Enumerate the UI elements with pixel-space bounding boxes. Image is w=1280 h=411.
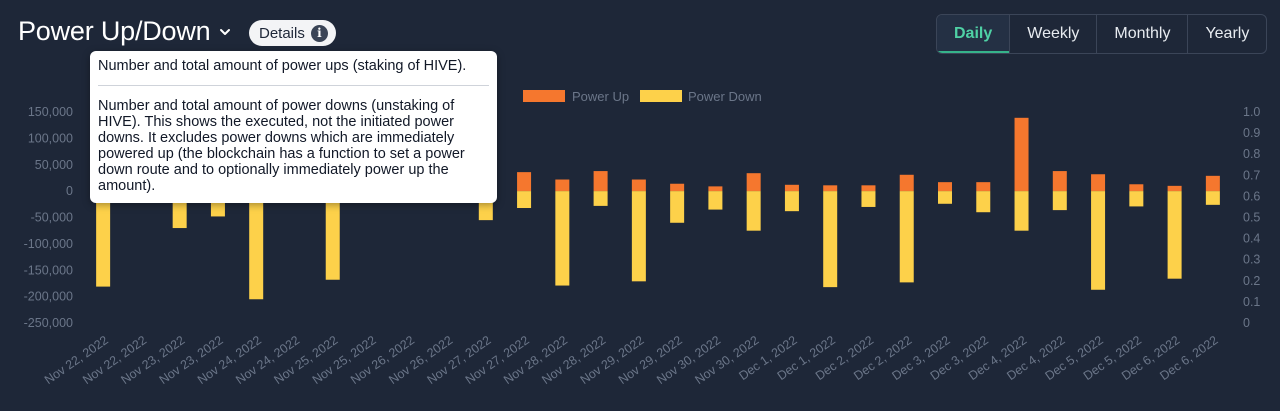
y-left-tick-label: -250,000 (24, 316, 73, 330)
power-up-bar (555, 179, 570, 192)
power-down-bar (708, 191, 723, 210)
tab-daily[interactable]: Daily (937, 15, 1011, 53)
details-tooltip: Number and total amount of power ups (st… (90, 51, 497, 203)
power-up-bar (1167, 185, 1182, 192)
y-left-tick-label: -150,000 (24, 263, 73, 277)
power-down-bar (325, 191, 340, 280)
power-up-bar (1091, 174, 1106, 192)
power-up-bar (1129, 184, 1144, 192)
page-title: Power Up/Down (18, 16, 211, 46)
title-dropdown[interactable]: Power Up/Down (18, 16, 231, 47)
power-up-bar (670, 183, 685, 192)
power-up-bar (823, 185, 838, 192)
power-down-bar (670, 191, 685, 223)
power-up-bar (861, 185, 876, 192)
y-right-tick-label: 0.7 (1243, 168, 1260, 182)
y-right-tick-label: 0.4 (1243, 232, 1260, 246)
y-right-tick-label: 0.6 (1243, 189, 1260, 203)
power-down-bar (249, 191, 264, 300)
y-right-tick-label: 1.0 (1243, 105, 1260, 119)
x-tick-label: Nov 22, 2022 (42, 333, 111, 387)
power-up-bar (746, 173, 761, 192)
tooltip-power-down-text: Number and total amount of power downs (… (98, 98, 465, 194)
power-down-bar (899, 191, 914, 283)
power-down-bar (1205, 191, 1220, 205)
power-down-bar (1167, 191, 1182, 279)
period-selector: Daily Weekly Monthly Yearly (936, 14, 1268, 54)
y-right-tick-label: 0.3 (1243, 253, 1260, 267)
power-down-bar (976, 191, 991, 213)
power-up-bar (1205, 175, 1220, 192)
power-down-bar (517, 191, 532, 209)
chevron-down-icon (220, 28, 231, 35)
tooltip-power-up-text: Number and total amount of power ups (st… (98, 58, 467, 74)
power-down-bar (631, 191, 646, 282)
power-up-bar (517, 172, 532, 192)
power-down-bar (555, 191, 570, 286)
y-left-tick-label: -50,000 (31, 211, 73, 225)
tab-yearly[interactable]: Yearly (1205, 25, 1250, 42)
tab-weekly[interactable]: Weekly (1010, 15, 1098, 53)
power-up-bar (784, 184, 799, 192)
power-up-bar (976, 182, 991, 192)
y-right-tick-label: 0 (1243, 316, 1250, 330)
power-up-bar (631, 179, 646, 192)
legend-power-down-swatch (640, 90, 682, 102)
power-down-bar (1052, 191, 1067, 211)
details-label: Details (259, 24, 305, 42)
y-left-tick-label: 100,000 (28, 131, 73, 145)
power-down-bar (96, 191, 111, 287)
y-right-tick-label: 0.2 (1243, 274, 1260, 288)
power-down-bar (593, 191, 608, 206)
power-up-bar (938, 182, 952, 192)
y-left-tick-label: 50,000 (35, 158, 73, 172)
power-up-bar (1014, 117, 1029, 192)
power-up-bar (593, 171, 608, 192)
power-down-bar (1129, 191, 1144, 207)
info-icon: i (310, 24, 328, 42)
power-up-bar (899, 174, 914, 192)
legend-power-down-label: Power Down (688, 89, 762, 104)
power-down-bar (746, 191, 761, 231)
power-down-bar (1091, 191, 1106, 290)
y-right-tick-label: 0.9 (1243, 126, 1260, 140)
power-down-bar (861, 191, 876, 207)
power-down-bar (823, 191, 838, 288)
y-left-tick-label: 150,000 (28, 105, 73, 119)
power-down-bar (1014, 191, 1029, 231)
y-right-tick-label: 0.1 (1243, 295, 1260, 309)
y-right-tick-label: 0.5 (1243, 211, 1260, 225)
tab-monthly[interactable]: Monthly (1097, 15, 1189, 53)
power-down-bar (784, 191, 799, 212)
y-left-tick-label: -100,000 (24, 237, 73, 251)
power-up-bar (708, 186, 723, 192)
legend-power-up-swatch (523, 90, 565, 102)
power-up-bar (1052, 171, 1067, 192)
y-left-tick-label: -200,000 (24, 290, 73, 304)
details-button[interactable]: Details i (249, 20, 336, 46)
y-right-tick-label: 0.8 (1243, 147, 1260, 161)
tooltip-divider (98, 85, 489, 86)
y-left-tick-label: 0 (66, 184, 73, 198)
power-down-bar (938, 191, 952, 204)
legend-power-up-label: Power Up (572, 89, 629, 104)
